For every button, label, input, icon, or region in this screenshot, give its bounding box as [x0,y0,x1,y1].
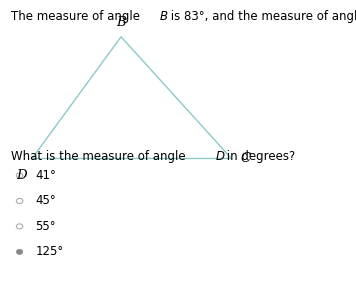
Text: B: B [116,16,126,29]
Text: B: B [159,10,167,23]
Circle shape [16,198,23,203]
Text: 41°: 41° [36,169,57,182]
Text: 45°: 45° [36,194,56,207]
Text: The measure of angle: The measure of angle [11,10,143,23]
Text: 55°: 55° [36,220,56,233]
Circle shape [16,249,23,254]
Circle shape [16,173,23,178]
Circle shape [16,224,23,229]
Text: D: D [16,169,27,182]
Text: What is the measure of angle: What is the measure of angle [11,150,189,163]
Text: 125°: 125° [36,245,64,258]
Text: in degrees?: in degrees? [223,150,295,163]
Text: C: C [241,152,251,165]
Text: is 83°, and the measure of angle: is 83°, and the measure of angle [167,10,356,23]
Text: D: D [216,150,225,163]
